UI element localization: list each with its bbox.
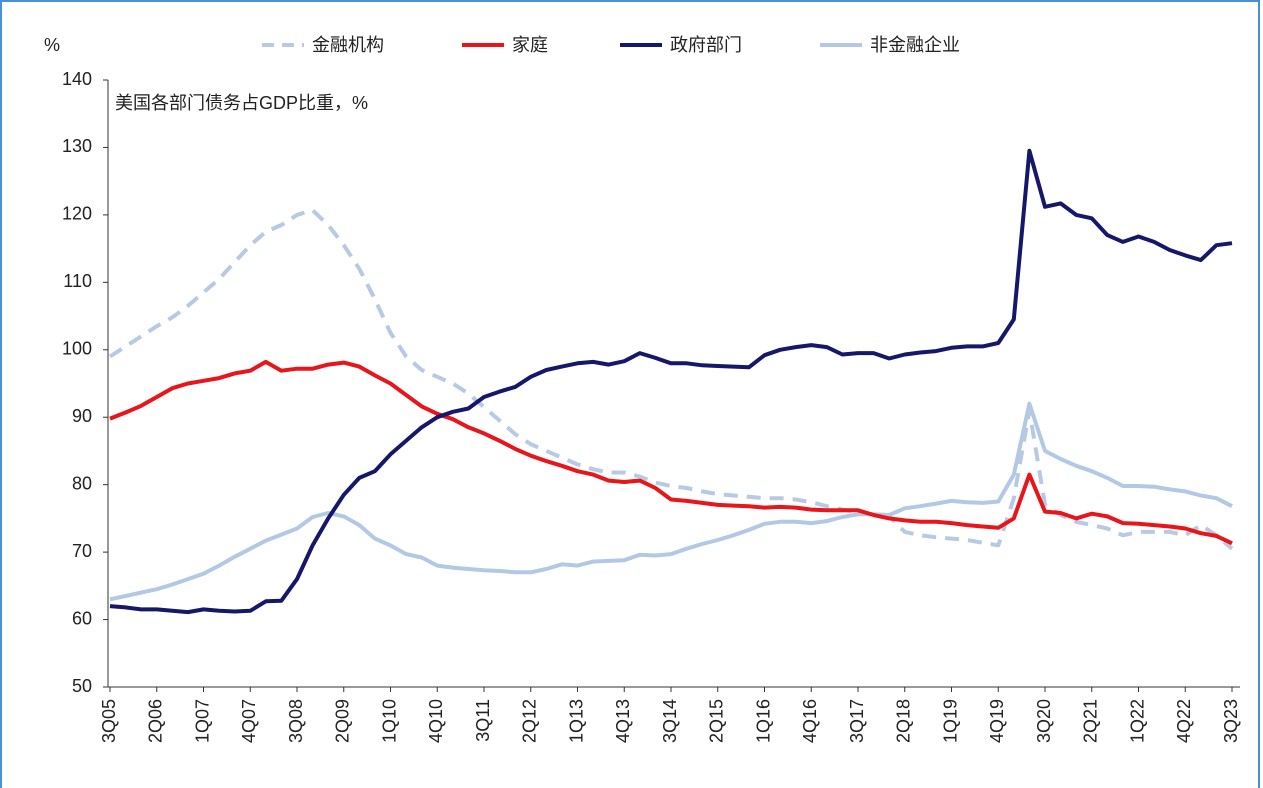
y-tick-label: 80 [72,473,92,493]
y-tick-label: 90 [72,406,92,426]
x-tick-label: 4Q19 [987,699,1007,743]
y-unit: % [44,35,60,55]
x-tick-label: 2Q15 [707,699,727,743]
y-tick-label: 120 [62,204,92,224]
x-tick-label: 1Q22 [1127,699,1147,743]
x-tick-label: 2Q09 [333,699,353,743]
line [109,148,1233,615]
y-tick-label: 140 [62,69,92,89]
x-tick-label: 3Q17 [847,699,867,743]
x-tick-label: 1Q19 [940,699,960,743]
legend-label: 金融机构 [312,35,384,55]
x-tick-label: 1Q07 [192,699,212,743]
legend-label: 政府部门 [670,35,742,55]
legend-label: 非金融企业 [870,35,960,55]
x-tick-label: 4Q07 [239,699,259,743]
y-tick-label: 50 [72,676,92,696]
y-tick-label: 100 [62,339,92,359]
x-tick-label: 4Q16 [800,699,820,743]
y-tick-label: 60 [72,608,92,628]
line [109,359,1233,546]
x-tick-label: 3Q08 [286,699,306,743]
y-tick-label: 70 [72,541,92,561]
x-tick-label: 3Q23 [1221,699,1241,743]
y-tick-label: 110 [63,271,92,291]
x-tick-label: 2Q12 [520,699,540,743]
line [108,208,1234,551]
legend-label: 家庭 [512,35,548,55]
x-tick-label: 2Q18 [894,699,914,743]
x-tick-label: 3Q05 [99,699,119,743]
x-tick-label: 3Q11 [473,699,493,742]
x-tick-label: 3Q20 [1034,699,1054,743]
x-tick-label: 1Q10 [379,699,399,743]
x-tick-label: 1Q13 [566,699,586,743]
y-tick-label: 130 [62,136,92,156]
x-tick-label: 1Q16 [753,699,773,743]
x-tick-label: 4Q13 [613,699,633,743]
x-tick-label: 4Q22 [1174,699,1194,743]
x-tick-label: 2Q21 [1081,699,1101,743]
line [109,401,1233,602]
x-tick-label: 3Q14 [660,699,680,743]
x-tick-label: 2Q06 [146,699,166,743]
x-tick-label: 4Q10 [426,699,446,743]
annotation: 美国各部门债务占GDP比重，% [115,93,368,113]
